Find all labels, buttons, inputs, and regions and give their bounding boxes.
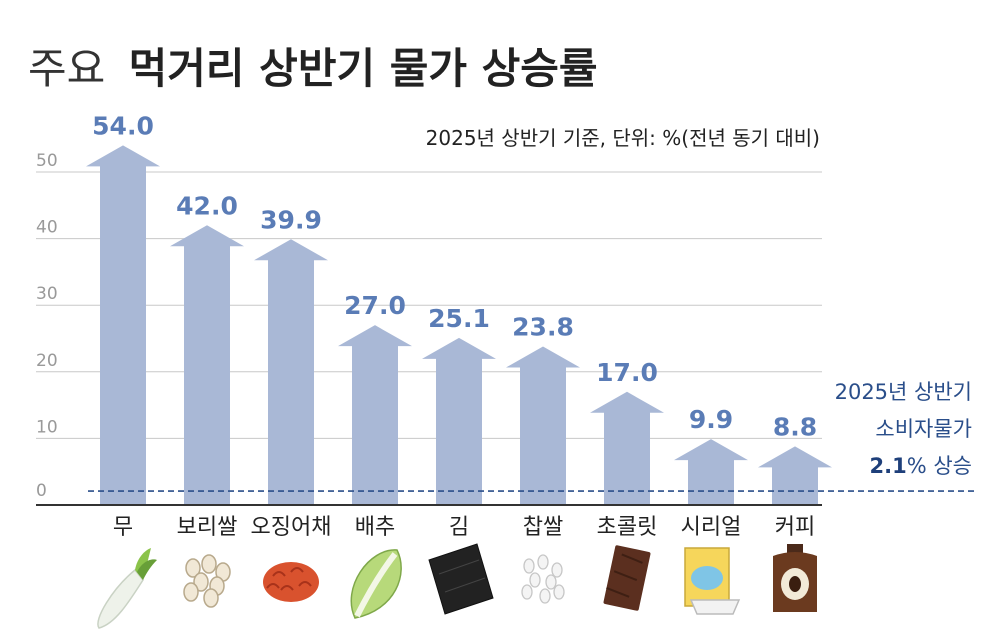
chocolate-icon	[603, 545, 651, 611]
category-label: 오징어채	[251, 515, 332, 540]
value-label: 23.8	[512, 312, 574, 341]
reference-value: 2.1	[870, 454, 907, 478]
squid-kimchi-icon	[263, 562, 319, 602]
value-label: 9.9	[689, 405, 733, 434]
y-tick-label: 0	[36, 481, 47, 501]
category-label: 무	[113, 515, 133, 540]
bar-1	[170, 225, 244, 505]
value-label: 54.0	[92, 111, 154, 140]
gridlines	[36, 171, 822, 439]
bar-0	[86, 145, 160, 506]
value-label: 17.0	[596, 358, 658, 387]
seaweed-icon	[428, 543, 494, 615]
reference-label-line1: 2025년 상반기	[835, 380, 972, 404]
value-label: 27.0	[344, 291, 406, 320]
y-tick-label: 50	[36, 151, 58, 171]
bar-5	[506, 346, 580, 505]
y-axis-ticks: 0 10 20 30 40 50	[36, 151, 58, 501]
napa-cabbage-icon	[350, 549, 402, 619]
barley-icon	[183, 554, 231, 608]
value-label: 39.9	[260, 205, 322, 234]
radish-icon	[97, 548, 157, 629]
chart-title-light: 주요	[28, 44, 105, 93]
y-tick-label: 40	[36, 218, 58, 238]
value-label: 42.0	[176, 191, 238, 220]
category-label: 시리얼	[681, 515, 742, 540]
unit-note: 2025년 상반기 기준, 단위: %(전년 동기 대비)	[426, 126, 820, 150]
bars	[86, 145, 832, 506]
bar-2	[254, 239, 328, 506]
coffee-icon	[773, 544, 817, 612]
bar-6	[590, 391, 664, 505]
category-label: 배추	[355, 515, 395, 540]
cereal-icon	[684, 547, 741, 615]
chart-title: 주요 먹거리 상반기 물가 상승률	[28, 44, 598, 93]
category-label: 김	[449, 515, 469, 540]
value-labels: 54.0 42.0 39.9 27.0 25.1 23.8 17.0 9.9 8.8	[92, 111, 817, 441]
category-label: 보리쌀	[177, 515, 238, 540]
glutinous-rice-icon	[521, 554, 565, 604]
category-labels: 무 보리쌀 오징어채 배추 김 찹쌀 초콜릿 시리얼 커피	[113, 515, 815, 540]
bar-4	[422, 337, 496, 505]
category-label: 찹쌀	[523, 515, 563, 540]
y-tick-label: 30	[36, 284, 58, 304]
item-icons	[97, 543, 817, 629]
value-label: 25.1	[428, 304, 490, 333]
value-label: 8.8	[773, 412, 817, 441]
bar-3	[338, 325, 412, 505]
bar-7	[674, 439, 748, 505]
bar-8	[758, 446, 832, 505]
chart-title-bold: 먹거리 상반기 물가 상승률	[129, 44, 598, 93]
reference-label-line3: 2.1% 상승	[870, 454, 972, 478]
y-tick-label: 10	[36, 417, 58, 437]
reference-suffix: % 상승	[907, 454, 972, 478]
category-label: 초콜릿	[597, 515, 658, 540]
y-tick-label: 20	[36, 351, 58, 371]
category-label: 커피	[775, 515, 815, 540]
reference-label-line2: 소비자물가	[875, 417, 972, 441]
